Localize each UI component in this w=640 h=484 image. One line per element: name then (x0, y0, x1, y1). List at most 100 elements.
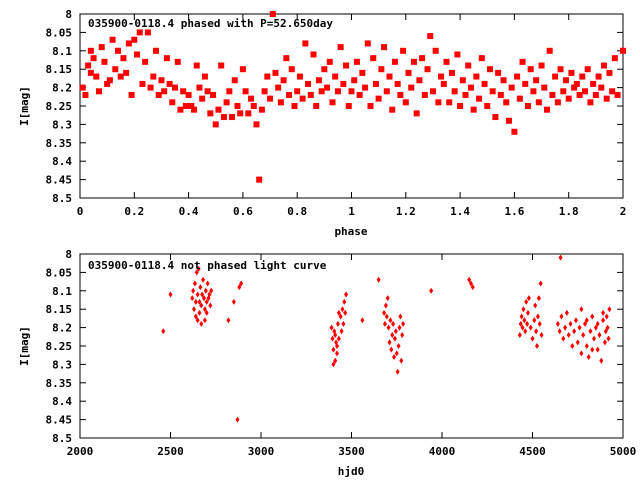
top-data-point (581, 88, 588, 95)
top-data-point (305, 80, 312, 87)
top-data-point (199, 95, 206, 102)
top-data-point (451, 88, 458, 95)
top-data-point (397, 91, 404, 98)
top-x-tick-label: 1.4 (450, 205, 470, 218)
bottom-data-point (196, 265, 201, 272)
bottom-data-point (338, 313, 343, 320)
top-data-point (416, 77, 423, 84)
top-data-point (226, 88, 233, 95)
bottom-axis-ticks: 2000 2500 3000 3500 4000 4500 5000 8 8.05 8.1 8.15… (46, 248, 637, 458)
bottom-x-tick-label: 3500 (338, 445, 365, 458)
bottom-data-point (335, 343, 340, 349)
bottom-data-point (331, 361, 336, 368)
top-data-point (609, 88, 616, 95)
top-y-tick-label: 8.25 (46, 100, 73, 113)
top-data-point (163, 55, 170, 62)
bottom-data-point (198, 284, 203, 291)
top-data-point (394, 80, 401, 87)
top-data-point (321, 66, 328, 73)
top-data-point (245, 110, 252, 117)
top-data-point (90, 55, 97, 62)
bottom-y-tick-label: 8.5 (52, 432, 72, 445)
top-data-point (258, 106, 265, 113)
bottom-data-point (568, 320, 573, 327)
top-data-point (571, 84, 578, 91)
top-data-point (362, 84, 369, 91)
bottom-data-point (193, 313, 198, 320)
top-data-point (101, 58, 108, 65)
top-data-point (505, 117, 512, 124)
bottom-data-point (386, 324, 391, 331)
bottom-y-tick-label: 8.25 (46, 340, 73, 353)
bottom-data-point (566, 331, 571, 338)
bottom-y-tick-label: 8.35 (46, 377, 73, 390)
bottom-data-point (539, 331, 544, 338)
bottom-data-point (534, 328, 539, 335)
bottom-data-point (595, 320, 600, 327)
top-data-point (299, 95, 306, 102)
top-data-point (367, 103, 374, 109)
top-data-point (93, 73, 100, 80)
top-data-point (261, 88, 268, 95)
top-data-point (353, 58, 360, 65)
bottom-data-point (335, 320, 340, 327)
bottom-data-point (535, 313, 540, 320)
bottom-data-point (384, 313, 389, 320)
bottom-data-point (579, 350, 584, 357)
bottom-data-point (388, 317, 393, 324)
top-data-point (85, 62, 92, 69)
top-y-tick-label: 8.35 (46, 137, 73, 150)
top-data-point (508, 84, 515, 91)
top-data-point (511, 128, 518, 135)
top-data-point (117, 73, 124, 80)
top-data-point (606, 69, 613, 76)
top-x-tick-label: 0 (77, 205, 84, 218)
bottom-data-points (161, 254, 612, 423)
top-data-point (340, 80, 347, 87)
top-data-point (386, 73, 393, 80)
top-data-point (220, 114, 227, 121)
bottom-data-point (588, 328, 593, 335)
top-data-point (356, 91, 363, 98)
bottom-chart-title: 035900-0118.4 not phased light curve (88, 259, 327, 272)
bottom-data-point (394, 350, 399, 357)
bottom-data-point (339, 328, 344, 335)
top-data-point (345, 103, 352, 109)
bottom-data-point (595, 346, 600, 353)
top-data-point (277, 99, 284, 106)
top-data-point (218, 62, 225, 69)
top-data-point (272, 69, 279, 76)
top-data-points (79, 11, 626, 183)
top-data-point (595, 73, 602, 80)
top-data-point (378, 66, 385, 73)
bottom-data-point (197, 309, 202, 316)
top-data-point (481, 80, 488, 87)
bottom-data-point (193, 298, 198, 305)
top-data-point (207, 110, 214, 117)
top-data-point (283, 55, 290, 62)
top-data-point (473, 73, 480, 80)
bottom-x-tick-label: 2500 (157, 445, 184, 458)
bottom-y-tick-label: 8.2 (52, 322, 72, 335)
bottom-data-point (192, 306, 197, 313)
top-data-point (448, 69, 455, 76)
bottom-data-point (344, 291, 349, 298)
top-data-point (161, 88, 168, 95)
bottom-data-point (195, 317, 200, 324)
top-data-point (104, 80, 111, 87)
top-chart-title: 035900-0118.4 phased with P=52.650day (88, 17, 333, 30)
top-data-point (144, 29, 151, 36)
top-data-point (457, 103, 464, 109)
top-data-point (514, 73, 521, 80)
bottom-data-point (161, 328, 166, 335)
bottom-data-point (607, 306, 612, 313)
top-y-tick-label: 8 (65, 8, 72, 21)
bottom-data-point (429, 287, 434, 294)
bottom-data-point (524, 298, 529, 305)
bottom-data-point (385, 295, 390, 302)
top-data-point (351, 77, 358, 84)
top-data-point (503, 99, 510, 106)
top-data-point (131, 36, 138, 43)
top-data-point (169, 99, 176, 106)
bottom-data-point (519, 313, 524, 320)
